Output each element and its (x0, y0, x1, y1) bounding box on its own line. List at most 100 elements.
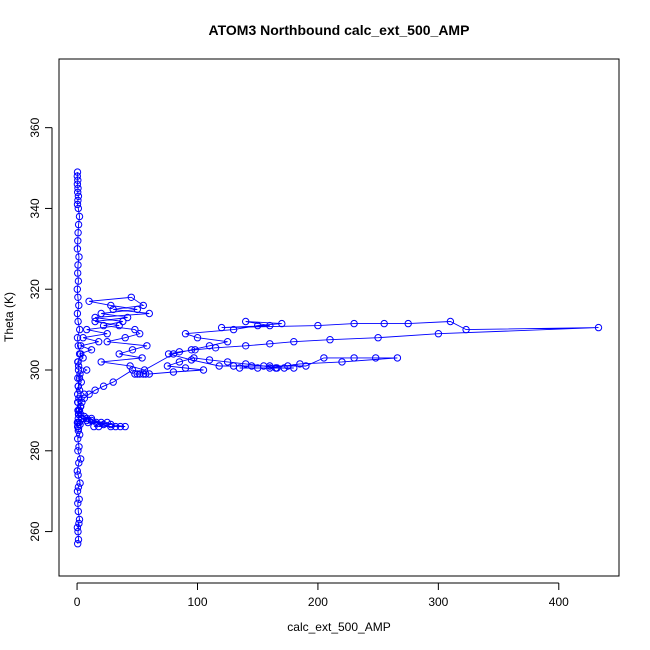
data-point (109, 305, 117, 314)
data-point (290, 364, 298, 372)
data-point (199, 366, 208, 374)
data-point (74, 398, 82, 406)
data-point (74, 229, 82, 237)
data-point (97, 358, 105, 366)
data-point (314, 321, 322, 330)
data-point (87, 416, 96, 425)
data-point (74, 422, 82, 431)
y-tick-label: 280 (28, 440, 42, 460)
plot-area-frame (58, 58, 620, 577)
data-point (138, 354, 146, 362)
y-tick-label: 340 (28, 198, 42, 218)
data-point (131, 370, 139, 378)
data-point (75, 374, 84, 382)
data-point (74, 317, 82, 326)
data-point (84, 418, 92, 427)
data-point (73, 334, 82, 342)
x-tick-label: 100 (187, 595, 207, 609)
data-point (91, 317, 99, 326)
data-point (128, 346, 137, 354)
data-point (73, 467, 82, 475)
data-point (77, 410, 85, 419)
data-point (140, 366, 149, 374)
data-point (74, 435, 82, 443)
data-point (73, 309, 82, 318)
data-point (139, 301, 148, 310)
data-point (74, 358, 82, 366)
data-point (119, 317, 127, 326)
data-point (74, 390, 82, 398)
y-tick-label: 260 (28, 521, 42, 541)
data-point (193, 334, 202, 342)
data-point (296, 360, 304, 368)
data-point (83, 414, 91, 423)
data-point (393, 354, 402, 362)
data-point (223, 338, 232, 346)
data-point (169, 368, 178, 376)
data-point (75, 212, 84, 221)
data-point (142, 370, 150, 378)
data-point (111, 422, 120, 431)
data-point (121, 422, 129, 431)
data-point (73, 523, 82, 532)
data-point (260, 362, 268, 370)
data-point (242, 360, 250, 368)
data-point (97, 309, 105, 318)
data-point (74, 499, 82, 507)
data-point (90, 422, 98, 431)
data-point (74, 540, 82, 548)
data-point (326, 336, 334, 344)
data-point (181, 330, 190, 338)
data-point (103, 418, 111, 427)
x-axis: 0 100 200 300 400 (74, 582, 569, 609)
data-point (75, 495, 83, 503)
data-point (87, 346, 96, 354)
data-point (74, 188, 82, 197)
data-point (404, 319, 412, 328)
data-point (350, 319, 358, 328)
data-point (85, 390, 93, 398)
data-point (74, 362, 83, 370)
data-point (73, 172, 82, 180)
data-point (139, 370, 148, 378)
data-point (181, 364, 190, 372)
data-point (74, 196, 82, 205)
data-point (74, 261, 82, 269)
data-point (91, 313, 99, 322)
data-point (242, 317, 250, 326)
data-point (74, 204, 83, 213)
data-point (75, 515, 84, 524)
data-point (175, 358, 184, 366)
data-point (128, 366, 137, 374)
x-tick-label: 300 (428, 595, 448, 609)
data-point (74, 269, 82, 277)
data-point (74, 535, 83, 544)
data-point (92, 418, 101, 427)
data-point (446, 317, 455, 326)
y-tick-label: 360 (28, 117, 42, 137)
data-point (145, 309, 154, 318)
data-point (164, 350, 173, 358)
data-point (133, 305, 142, 314)
data-point (126, 362, 134, 370)
data-point (131, 325, 139, 334)
data-point (175, 348, 184, 356)
data-point (77, 455, 85, 463)
data-point (74, 483, 83, 491)
data-point (83, 366, 91, 374)
data-point (73, 168, 82, 176)
data-point (80, 412, 89, 421)
data-point (187, 356, 196, 364)
data-series-layer (73, 168, 603, 548)
data-point (75, 459, 83, 467)
data-point (223, 358, 232, 366)
data-point (73, 245, 82, 253)
data-point (80, 394, 89, 402)
series-line (76, 172, 599, 544)
data-point (103, 338, 111, 346)
data-point (215, 362, 223, 370)
data-point (95, 338, 103, 346)
data-point (136, 330, 144, 338)
